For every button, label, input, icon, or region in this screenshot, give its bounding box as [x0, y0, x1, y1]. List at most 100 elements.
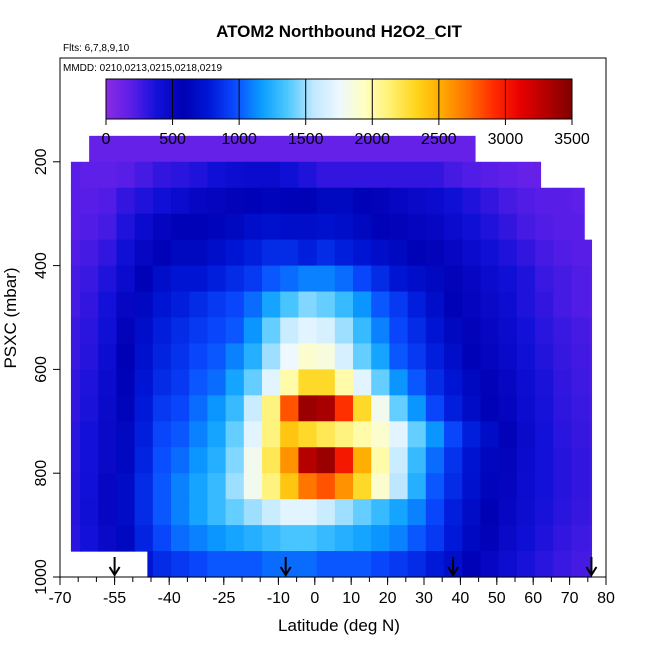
heatmap-cell	[189, 525, 209, 552]
heatmap-cell	[553, 525, 573, 552]
heatmap-cell	[353, 369, 372, 396]
x-axis-label: Latitude (deg N)	[278, 616, 400, 635]
heatmap-cell	[462, 239, 482, 267]
heatmap-cell	[371, 265, 391, 293]
heatmap-cell	[316, 213, 336, 241]
heatmap-cell	[262, 291, 281, 319]
heatmap-cell	[298, 395, 318, 422]
heatmap-cell	[116, 499, 136, 526]
heatmap-cell	[334, 525, 354, 552]
flight-marker-arrow	[108, 557, 121, 577]
heatmap-cell	[498, 317, 518, 345]
heatmap-cell	[262, 239, 281, 267]
heatmap-cell	[70, 473, 81, 500]
heatmap-cell	[371, 499, 391, 526]
heatmap-cell	[98, 499, 118, 526]
heatmap-cell	[371, 291, 391, 319]
heatmap-cell	[134, 161, 154, 189]
heatmap-cell	[462, 421, 482, 448]
heatmap-cell	[171, 317, 190, 345]
heatmap-cell	[480, 213, 500, 241]
heatmap-cell	[407, 395, 427, 422]
heatmap-cell	[425, 343, 445, 370]
heatmap-cell	[334, 265, 354, 293]
heatmap-cell	[189, 239, 209, 267]
heatmap-cell	[225, 499, 245, 526]
heatmap-cell	[262, 343, 281, 370]
heatmap-cell	[389, 265, 409, 293]
heatmap-cell	[243, 135, 263, 163]
heatmap-cell	[134, 499, 154, 526]
heatmap-cell	[152, 317, 172, 345]
heatmap-cell	[298, 317, 318, 345]
heatmap-cell	[444, 447, 463, 474]
heatmap-cell	[371, 213, 391, 241]
heatmap-cell	[280, 343, 300, 370]
heatmap-cell	[389, 187, 409, 215]
heatmap-cell	[262, 317, 281, 345]
heatmap-cell	[444, 161, 463, 189]
flight-latitude-markers	[108, 557, 598, 577]
heatmap-cell	[444, 395, 463, 422]
heatmap-cell	[462, 525, 482, 552]
heatmap-cell	[553, 499, 573, 526]
heatmap-cell	[353, 135, 372, 163]
heatmap-cell	[389, 525, 409, 552]
heatmap-cell	[425, 239, 445, 267]
heatmap-cell	[116, 213, 136, 241]
heatmap-cell	[334, 499, 354, 526]
heatmap-cell	[407, 265, 427, 293]
heatmap-cell	[407, 161, 427, 189]
heatmap-cell	[371, 135, 391, 163]
heatmap-cell	[98, 369, 118, 396]
flight-marker-arrow	[447, 557, 459, 577]
heatmap-cell	[407, 421, 427, 448]
heatmap-cell	[425, 161, 445, 189]
heatmap-cell	[134, 213, 154, 241]
heatmap-cell	[480, 239, 500, 267]
heatmap-cell	[243, 239, 263, 267]
heatmap-cell	[553, 291, 573, 319]
heatmap-cell	[89, 135, 99, 163]
heatmap-cell	[407, 343, 427, 370]
heatmap-cell	[298, 551, 318, 578]
colorbar-tick-label: 3000	[488, 131, 524, 148]
heatmap-cell	[589, 265, 593, 293]
heatmap-cell	[262, 395, 281, 422]
colorbar-tick-label: 500	[159, 131, 186, 148]
heatmap-cell	[116, 369, 136, 396]
heatmap-cell	[225, 161, 245, 189]
heatmap-cell	[70, 291, 81, 319]
heatmap-cell	[480, 395, 500, 422]
heatmap-cell	[116, 447, 136, 474]
heatmap-cell	[516, 395, 536, 422]
heatmap-cell	[316, 135, 336, 163]
heatmap-cell	[535, 499, 554, 526]
heatmap-cell	[225, 421, 245, 448]
heatmap-cell	[316, 499, 336, 526]
heatmap-cell	[134, 525, 154, 552]
heatmap-cell	[553, 473, 573, 500]
heatmap-cell	[498, 551, 518, 578]
heatmap-cell	[171, 213, 190, 241]
heatmap-cell	[444, 213, 463, 241]
heatmap-cell	[425, 265, 445, 293]
heatmap-cell	[316, 447, 336, 474]
heatmap-cell	[334, 161, 354, 189]
heatmap-cell	[80, 421, 99, 448]
heatmap-cell	[98, 421, 118, 448]
heatmap-cell	[189, 499, 209, 526]
heatmap-cell	[498, 395, 518, 422]
heatmap-cell	[571, 421, 591, 448]
heatmap-cell	[152, 161, 172, 189]
heatmap-cell	[98, 447, 118, 474]
heatmap-cell	[480, 421, 500, 448]
heatmap-cell	[407, 239, 427, 267]
heatmap-cell	[152, 239, 172, 267]
heatmap-cell	[535, 317, 554, 345]
heatmap-cell	[571, 343, 591, 370]
heatmap-cell	[80, 239, 99, 267]
heatmap-cell	[207, 187, 227, 215]
y-tick-label: 200	[33, 148, 50, 175]
heatmap-cell	[116, 239, 136, 267]
